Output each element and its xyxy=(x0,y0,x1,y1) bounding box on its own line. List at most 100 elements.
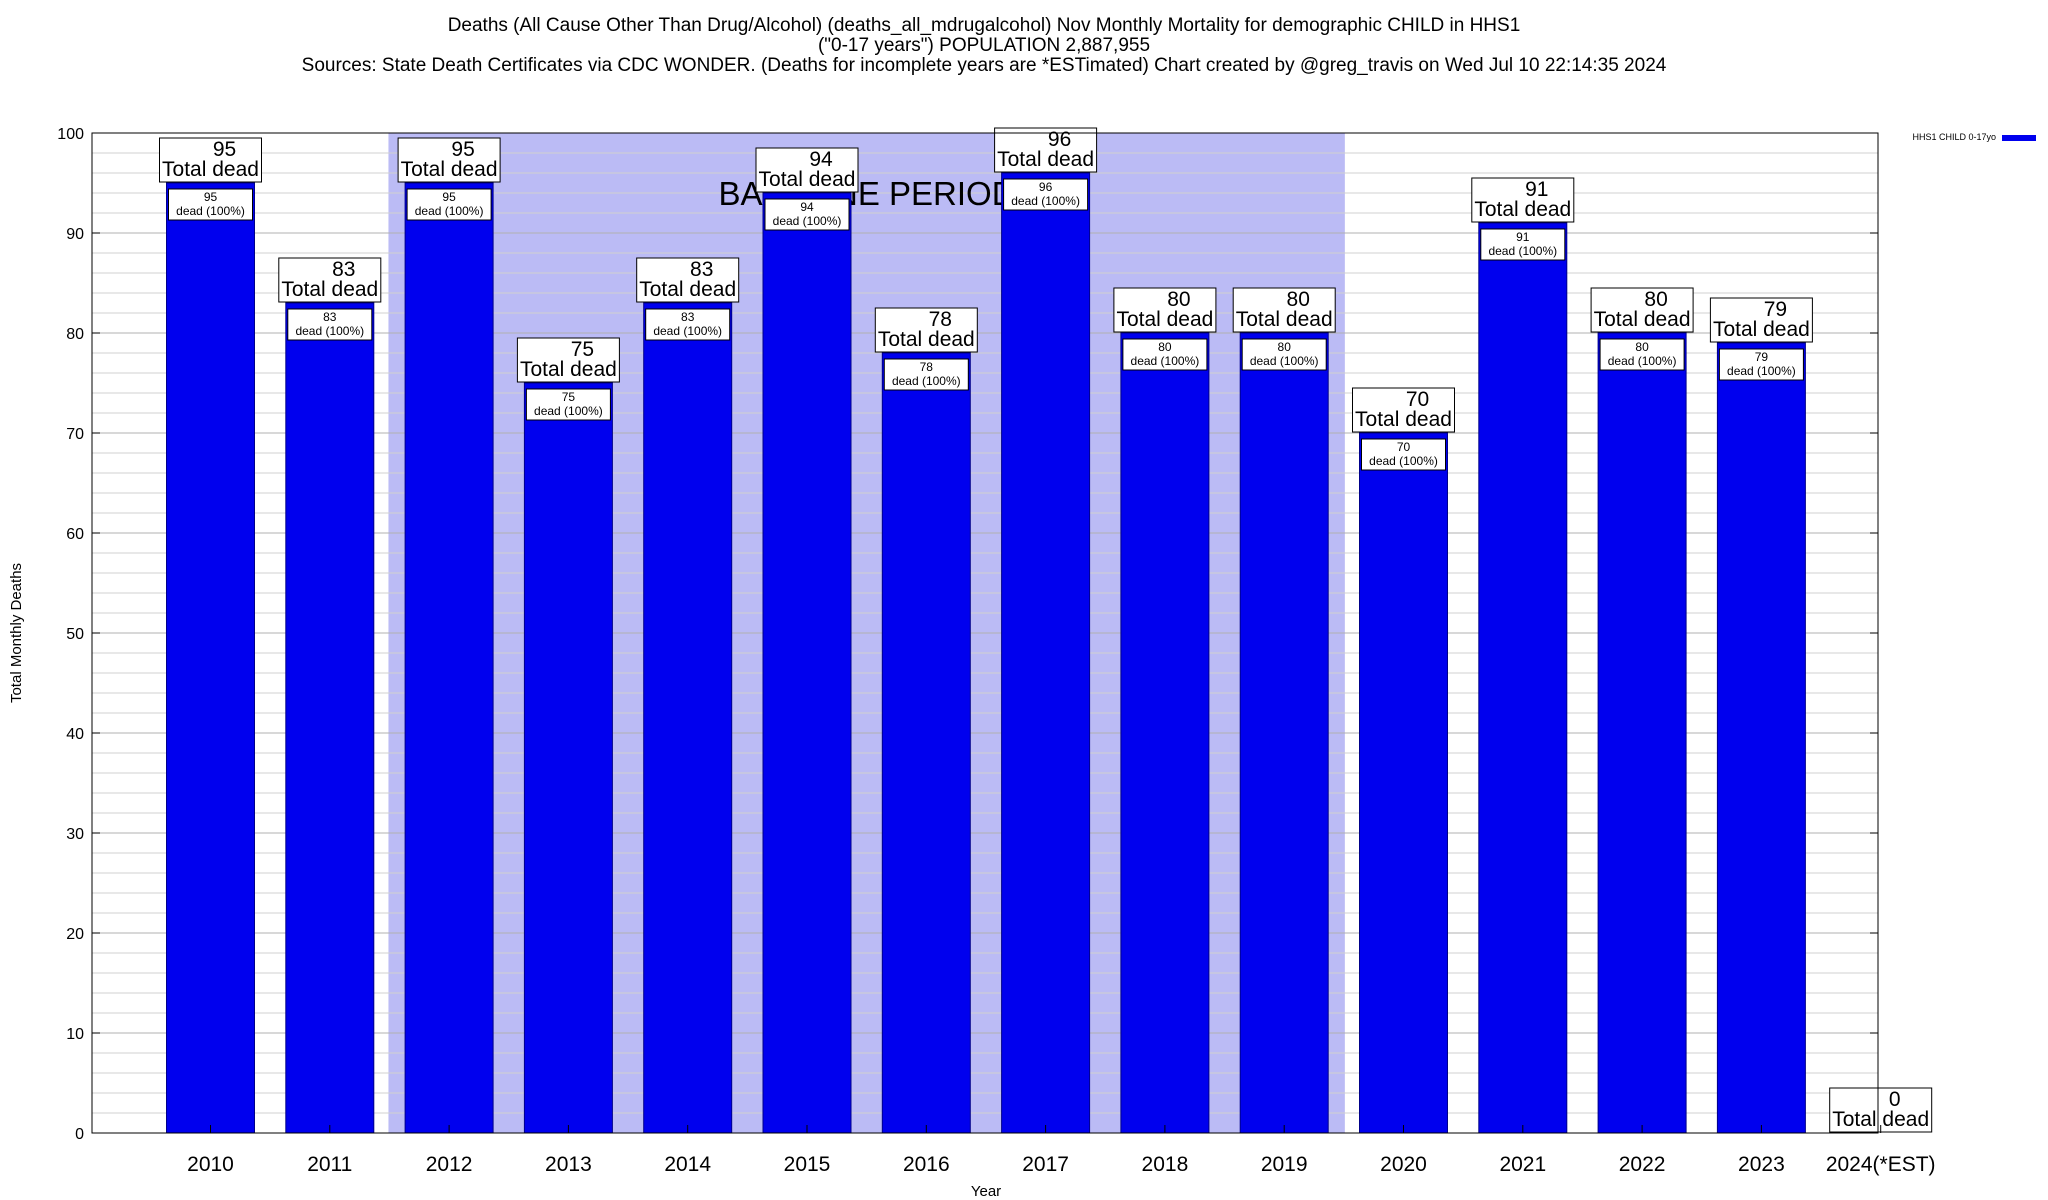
inner-label-box xyxy=(1003,178,1089,211)
x-tick-label: 2024(*EST) xyxy=(1826,1153,1936,1176)
inner-label-suffix: dead (100%) xyxy=(534,404,603,418)
inner-label-suffix: dead (100%) xyxy=(773,214,842,228)
total-label-value: 83 xyxy=(332,258,355,281)
total-label-box xyxy=(278,257,382,303)
total-label-suffix: Total dead xyxy=(1474,198,1571,221)
total-label-value: 95 xyxy=(213,138,236,161)
y-tick-label: 20 xyxy=(66,926,84,943)
total-label-box xyxy=(1471,177,1575,223)
x-tick-label: 2013 xyxy=(545,1153,592,1176)
total-label-suffix: Total dead xyxy=(162,158,259,181)
total-label-value: 70 xyxy=(1406,388,1429,411)
total-label-value: 91 xyxy=(1525,178,1548,201)
total-label-suffix: Total dead xyxy=(1713,318,1810,341)
x-tick-label: 2019 xyxy=(1261,1153,1308,1176)
total-label-suffix: Total dead xyxy=(1236,308,1333,331)
bar-2018 xyxy=(1120,332,1210,1134)
bar-2022 xyxy=(1597,332,1687,1134)
total-label-value: 80 xyxy=(1167,288,1190,311)
inner-label-suffix: dead (100%) xyxy=(295,324,364,338)
total-label-box xyxy=(1709,297,1813,343)
x-axis: 2010 2011 2012 2013 2014 2015 2016 2017 2018 2019… xyxy=(187,1125,1936,1176)
bar-2014 xyxy=(643,302,733,1134)
inner-label-suffix: dead (100%) xyxy=(892,374,961,388)
x-tick-label: 2016 xyxy=(903,1153,950,1176)
title-line-3: Sources: State Death Certificates via CD… xyxy=(302,55,1667,76)
x-tick-label: 2017 xyxy=(1022,1153,1069,1176)
bar-2015 xyxy=(762,192,852,1134)
x-tick-label: 2018 xyxy=(1142,1153,1189,1176)
x-tick-label: 2021 xyxy=(1499,1153,1546,1176)
inner-label-value: 83 xyxy=(681,310,695,324)
total-label-suffix: Total dead xyxy=(759,168,856,191)
inner-label-suffix: dead (100%) xyxy=(1608,354,1677,368)
y-tick-label: 30 xyxy=(66,826,84,843)
inner-label-suffix: dead (100%) xyxy=(1727,364,1796,378)
total-label-suffix: Total dead xyxy=(1355,408,1452,431)
total-label-value: 80 xyxy=(1287,288,1310,311)
total-label-box xyxy=(1232,287,1336,333)
bar-2020 xyxy=(1359,432,1448,1134)
inner-label-value: 79 xyxy=(1755,350,1769,364)
total-label-value: 83 xyxy=(690,258,713,281)
total-label-value: 79 xyxy=(1764,298,1787,321)
inner-label-value: 80 xyxy=(1278,340,1292,354)
inner-label-value: 78 xyxy=(920,360,934,374)
total-label-box xyxy=(994,127,1098,173)
total-label-value: 75 xyxy=(571,338,594,361)
inner-label-suffix: dead (100%) xyxy=(176,204,245,218)
x-tick-label: 2012 xyxy=(426,1153,473,1176)
total-label-box xyxy=(397,137,501,183)
x-tick-label: 2020 xyxy=(1380,1153,1427,1176)
y-tick-label: 60 xyxy=(66,526,84,543)
inner-label-suffix: dead (100%) xyxy=(415,204,484,218)
inner-label-box xyxy=(525,388,611,421)
inner-label-box xyxy=(287,308,373,341)
inner-label-suffix: dead (100%) xyxy=(653,324,722,338)
total-label-suffix: Total dead xyxy=(878,328,975,351)
bar-2021 xyxy=(1478,222,1568,1134)
total-label-value: 80 xyxy=(1644,288,1667,311)
total-label-box xyxy=(1113,287,1217,333)
y-axis-title: Total Monthly Deaths xyxy=(8,563,25,703)
inner-label-box xyxy=(883,358,969,391)
inner-label-box xyxy=(1241,338,1327,371)
y-tick-label: 0 xyxy=(75,1126,84,1143)
total-label-box xyxy=(1352,387,1455,433)
total-label-box xyxy=(1590,287,1694,333)
title-line-2: ("0-17 years") POPULATION 2,887,955 xyxy=(818,35,1150,56)
total-label-suffix: Total dead xyxy=(1832,1108,1929,1131)
x-tick-label: 2015 xyxy=(784,1153,831,1176)
inner-label-value: 80 xyxy=(1635,340,1649,354)
total-label-box xyxy=(159,137,262,183)
inner-label-box xyxy=(1599,338,1685,371)
inner-label-value: 83 xyxy=(323,310,337,324)
total-label-suffix: Total dead xyxy=(997,148,1094,171)
total-label-box xyxy=(755,147,859,193)
x-tick-label: 2022 xyxy=(1619,1153,1666,1176)
y-tick-label: 100 xyxy=(57,126,84,143)
inner-label-box xyxy=(168,188,253,221)
total-label-box xyxy=(636,257,740,303)
bars xyxy=(166,172,1806,1134)
inner-label-value: 80 xyxy=(1158,340,1172,354)
bar-2013 xyxy=(523,382,613,1134)
legend: HHS1 CHILD 0-17yo xyxy=(1912,132,2036,142)
bar-2019 xyxy=(1239,332,1329,1134)
total-label-value: 95 xyxy=(451,138,474,161)
inner-label-suffix: dead (100%) xyxy=(1250,354,1319,368)
legend-swatch xyxy=(2002,135,2036,141)
inner-label-value: 70 xyxy=(1397,440,1411,454)
y-tick-label: 40 xyxy=(66,726,84,743)
x-axis-title: Year xyxy=(971,1183,1001,1200)
total-label-value: 94 xyxy=(809,148,833,171)
total-label-box xyxy=(516,337,620,383)
legend-label: HHS1 CHILD 0-17yo xyxy=(1912,132,1996,142)
y-tick-label: 70 xyxy=(66,426,84,443)
bar-2017 xyxy=(1001,172,1091,1134)
y-tick-label: 90 xyxy=(66,226,84,243)
x-tick-label: 2023 xyxy=(1738,1153,1785,1176)
